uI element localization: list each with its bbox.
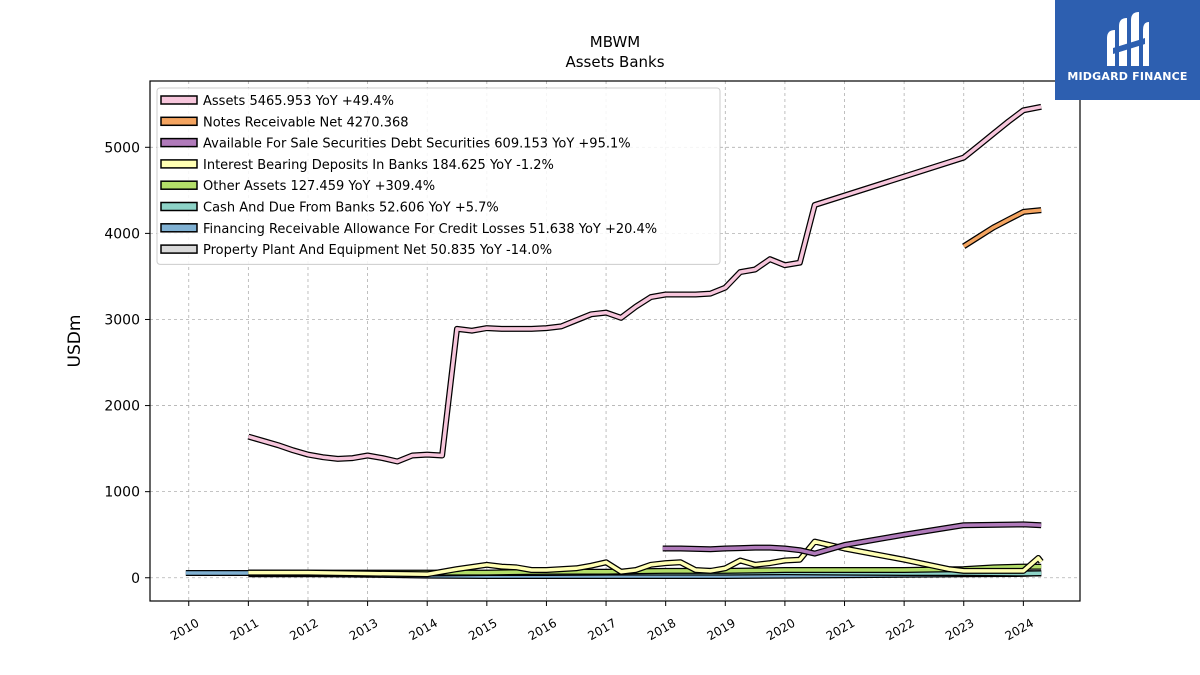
x-tick-label-9: 2019 — [705, 616, 738, 643]
x-tick-label-14: 2024 — [1003, 616, 1036, 643]
legend-swatch-4 — [160, 180, 198, 190]
legend-swatch-3 — [160, 159, 198, 169]
x-tick-label-0: 2010 — [168, 616, 201, 643]
legend-label-6: Financing Receivable Allowance For Credi… — [203, 222, 657, 237]
x-tick-label-8: 2018 — [645, 616, 678, 643]
x-tick-label-1: 2011 — [228, 616, 261, 643]
x-tick-label-5: 2015 — [466, 616, 499, 643]
legend-swatch-1 — [160, 116, 198, 127]
legend-label-3: Interest Bearing Deposits In Banks 184.6… — [203, 158, 554, 173]
brand-logo: MIDGARD FINANCE — [1055, 0, 1200, 100]
y-tick-label-1: 1000 — [104, 485, 140, 501]
series-1 — [962, 207, 1042, 249]
y-tick-label-5: 5000 — [104, 140, 140, 156]
legend-swatch-0 — [160, 95, 198, 105]
x-tick-label-7: 2017 — [585, 616, 618, 643]
series-line-2 — [662, 522, 1042, 556]
series-line-3 — [248, 539, 1043, 577]
y-axis-label: USDm — [65, 315, 85, 368]
y-tick-label-0: 0 — [131, 571, 140, 587]
legend-label-1: Notes Receivable Net 4270.368 — [203, 115, 409, 130]
x-tick-label-3: 2013 — [347, 616, 380, 643]
midgard-m-logo-icon — [1107, 12, 1149, 66]
legend-swatch-7 — [160, 244, 198, 254]
x-tick-label-12: 2022 — [883, 616, 916, 643]
legend-box — [156, 87, 721, 265]
y-tick-label-3: 3000 — [104, 312, 140, 328]
legend-label-7: Property Plant And Equipment Net 50.835 … — [203, 243, 552, 258]
legend: Assets 5465.953 YoY +49.4% Notes Receivab… — [156, 87, 721, 265]
series-line-1 — [962, 208, 1042, 248]
plot-frame — [149, 80, 1081, 602]
series-3 — [248, 538, 1044, 578]
y-tick-label-4: 4000 — [104, 226, 140, 242]
legend-swatch-6 — [160, 223, 198, 233]
chart-title: MBWM — [590, 33, 640, 51]
legend-swatch-5 — [160, 201, 198, 212]
x-tick-label-10: 2020 — [764, 616, 797, 643]
brand-name: MIDGARD FINANCE — [1067, 70, 1188, 83]
legend-label-4: Other Assets 127.459 YoY +309.4% — [203, 179, 435, 194]
chart-subtitle: Assets Banks — [565, 53, 664, 71]
series-line-0 — [247, 105, 1042, 464]
legend-label-0: Assets 5465.953 YoY +49.4% — [203, 94, 394, 109]
x-tick-label-2: 2012 — [287, 616, 320, 643]
series-0 — [247, 103, 1042, 465]
series-lines — [185, 103, 1044, 579]
legend-label-2: Available For Sale Securities Debt Secur… — [203, 137, 631, 152]
x-tick-label-4: 2014 — [406, 616, 439, 643]
series-2 — [662, 521, 1042, 557]
y-tick-label-2: 2000 — [104, 399, 140, 415]
legend-swatch-2 — [160, 137, 198, 148]
x-tick-label-6: 2016 — [526, 616, 559, 643]
x-tick-label-13: 2023 — [943, 616, 976, 643]
x-tick-label-11: 2021 — [824, 616, 857, 643]
legend-label-5: Cash And Due From Banks 52.606 YoY +5.7% — [203, 201, 499, 216]
